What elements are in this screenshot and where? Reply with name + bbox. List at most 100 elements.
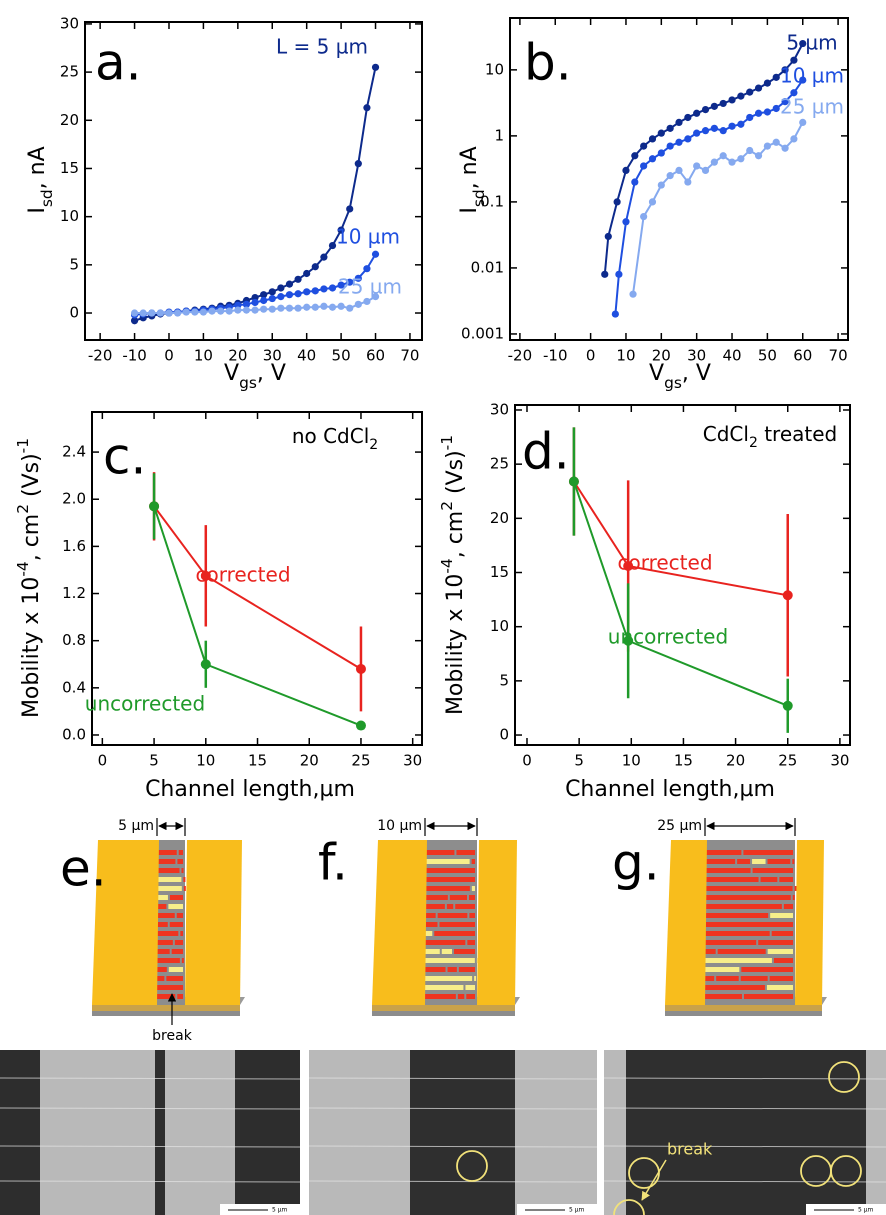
scale-label: 5 µm [858, 1207, 874, 1214]
data-point [763, 142, 771, 150]
x-axis-label-part: gs [664, 374, 682, 392]
nanowire [425, 877, 475, 882]
data-point [781, 98, 789, 106]
series-label: 10 µm [336, 225, 400, 249]
data-point [294, 275, 302, 283]
data-point [354, 300, 362, 308]
electrode [795, 840, 824, 1005]
data-point [693, 109, 701, 117]
nanowire [743, 850, 793, 855]
series-label: 25 µm [338, 275, 402, 299]
data-point [623, 635, 634, 646]
data-point [328, 284, 337, 292]
micrograph-region [40, 1050, 155, 1215]
nanowire [455, 904, 475, 909]
data-point [604, 232, 612, 241]
data-point [790, 135, 798, 143]
data-point [719, 127, 727, 135]
nanowire [157, 976, 165, 981]
nanowire [773, 958, 793, 963]
y-axis-label-part: , nA [457, 146, 482, 189]
data-point [799, 39, 807, 48]
series-line [572, 481, 789, 707]
series-label: corrected [617, 551, 712, 575]
series-label: corrected [195, 563, 290, 587]
nanowire [425, 994, 456, 999]
series-label: 10 µm [780, 64, 844, 88]
data-point [719, 99, 727, 108]
panel-label: f. [318, 834, 348, 892]
nanowire [168, 967, 183, 972]
y-axis-label: Mobility x 10-4, cm2 (Vs)-1 [14, 438, 45, 718]
nanowire [425, 940, 466, 945]
data-point [781, 66, 789, 74]
panel-label: b. [524, 34, 572, 92]
data-point [311, 303, 319, 311]
nanowire [174, 940, 183, 945]
y-tick-label: 1.6 [62, 537, 86, 555]
x-axis-label: Vgs, V [224, 361, 286, 392]
nanowire [425, 958, 475, 963]
y-axis-label-part: -1 [14, 438, 32, 453]
data-point [225, 307, 233, 315]
data-point [615, 270, 623, 278]
nanowire [705, 949, 716, 954]
scale-label: 5 µm [569, 1207, 585, 1214]
x-axis-label: Vgs, V [649, 361, 711, 392]
y-tick-label: 10 [490, 617, 509, 635]
nanowire [454, 949, 475, 954]
y-tick-label: 1 [494, 126, 504, 144]
data-point [234, 306, 242, 314]
nanowire [157, 904, 167, 909]
y-tick-label: 20 [490, 509, 509, 527]
nanowire [705, 859, 736, 864]
data-point [268, 305, 276, 313]
x-axis-label: Channel length,µm [565, 777, 775, 802]
nanowire-line [603, 1107, 886, 1110]
plot-frame [509, 17, 849, 341]
nanowire [181, 868, 184, 873]
nanowire [467, 940, 475, 945]
data-point [328, 241, 337, 250]
x-tick-label: 0 [164, 347, 174, 365]
data-point [737, 155, 745, 163]
nanowire [771, 931, 793, 936]
nanowire [466, 994, 475, 999]
nanowire [177, 859, 183, 864]
y-tick-label: 0.4 [62, 678, 86, 696]
nanowire [705, 985, 765, 990]
data-point [371, 63, 380, 71]
nanowire [166, 976, 183, 981]
data-point [772, 104, 780, 113]
data-point [763, 79, 771, 87]
series-label: uncorrected [608, 625, 728, 649]
y-axis-label-part: sd [470, 189, 488, 207]
data-point [611, 310, 619, 318]
x-tick-label: 10 [194, 347, 213, 365]
nanowire [157, 886, 182, 891]
data-point [666, 124, 674, 132]
nanowire [469, 895, 475, 900]
nanowire [758, 940, 793, 945]
x-tick-label: 5 [149, 752, 159, 770]
y-tick-label: 20 [60, 111, 79, 129]
nanowire-line [603, 1180, 886, 1183]
data-point [346, 304, 354, 312]
nanowire [157, 931, 179, 936]
x-tick-label: 30 [830, 752, 849, 770]
micrograph-region [165, 1050, 235, 1215]
nanowire [705, 850, 742, 855]
data-point [268, 288, 276, 296]
nanowire [456, 850, 475, 855]
nanowire [181, 958, 184, 963]
data-point [355, 663, 366, 674]
x-tick-label: 20 [228, 347, 247, 365]
nanowire-line [0, 1107, 301, 1110]
substrate-edge [665, 1005, 822, 1011]
data-point [675, 138, 683, 146]
annotation: break [667, 1140, 713, 1159]
nanowire [169, 922, 183, 927]
nanowire-line [308, 1077, 598, 1080]
nanowire [157, 994, 176, 999]
y-axis-label: Isd, nA [25, 146, 56, 213]
